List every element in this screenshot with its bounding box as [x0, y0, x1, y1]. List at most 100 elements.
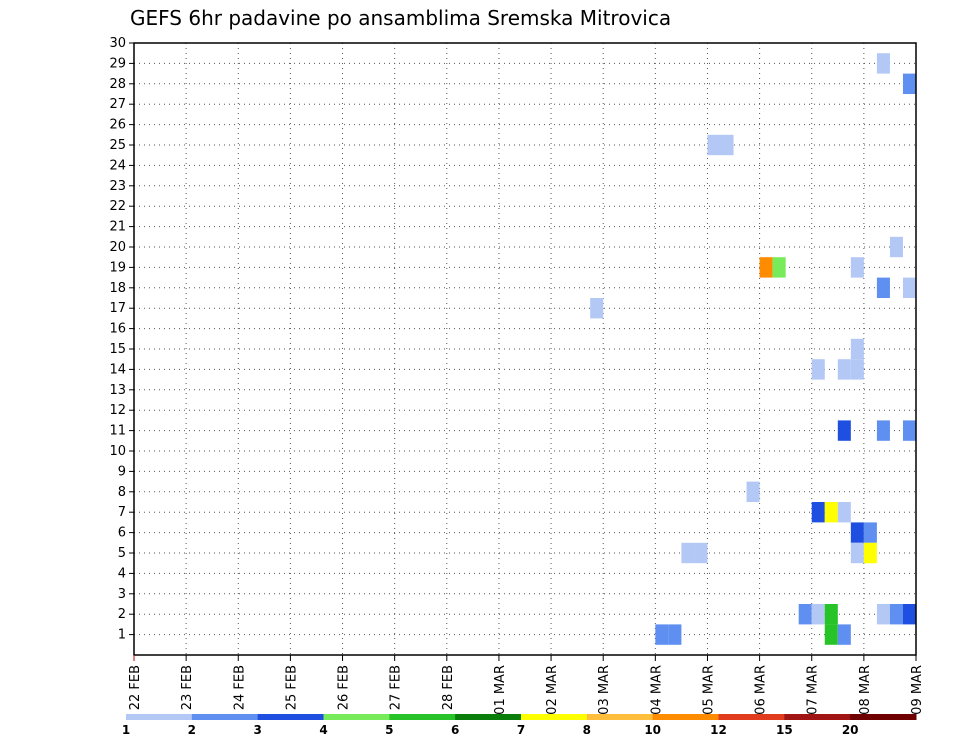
heatmap-cell — [876, 420, 890, 441]
heatmap-cell — [811, 359, 825, 380]
legend-label: 4 — [319, 723, 327, 737]
y-tick-label: 15 — [109, 342, 126, 357]
legend-swatch — [257, 714, 324, 720]
legend-label: 2 — [188, 723, 196, 737]
heatmap-cell — [889, 604, 903, 625]
y-tick-label: 5 — [118, 546, 126, 561]
y-tick-label: 14 — [109, 362, 126, 377]
heatmap-cell — [863, 522, 877, 543]
legend-label: 12 — [710, 723, 727, 737]
legend-swatch — [586, 714, 654, 720]
heatmap-cell — [902, 420, 916, 441]
color-legend: 1 2 3 4 5 6 7 8 10 12 15 20 — [122, 714, 917, 737]
x-tick-label: 26 FEB — [337, 665, 352, 710]
grid-lines — [134, 43, 916, 655]
y-tick-label: 12 — [109, 403, 126, 418]
y-axis: 1234567891011121314151617181920212223242… — [109, 36, 134, 643]
heatmap-cell — [655, 624, 669, 645]
x-tick-label: 07 MAR — [806, 665, 821, 715]
heatmap-cell — [681, 542, 695, 564]
legend-swatch — [389, 714, 456, 720]
y-tick-label: 1 — [118, 628, 126, 643]
legend-label: 15 — [776, 723, 793, 737]
heatmap-cell — [707, 134, 721, 156]
legend-label: 5 — [385, 723, 393, 737]
y-tick-label: 29 — [109, 56, 126, 71]
legend-swatch — [850, 714, 917, 720]
y-tick-label: 3 — [118, 587, 126, 602]
y-tick-label: 13 — [109, 383, 126, 398]
heatmap-cell — [668, 624, 682, 645]
x-tick-label: 09 MAR — [910, 665, 925, 715]
legend-swatch — [191, 714, 259, 720]
legend-swatch — [323, 714, 390, 720]
legend-swatch — [784, 714, 851, 720]
x-tick-label: 28 FEB — [441, 665, 456, 710]
heatmap-cell — [811, 502, 825, 523]
heatmap-cell — [902, 73, 916, 94]
y-tick-label: 25 — [109, 138, 126, 153]
legend-label: 1 — [122, 723, 130, 737]
y-tick-label: 16 — [109, 322, 126, 337]
heatmap-cell — [824, 502, 838, 523]
x-tick-label: 23 FEB — [180, 665, 195, 710]
legend-label: 3 — [253, 723, 261, 737]
legend-label: 7 — [517, 723, 525, 737]
heatmap-cell — [876, 277, 890, 298]
x-tick-label: 22 FEB — [128, 665, 143, 710]
legend-swatch — [652, 714, 719, 720]
y-tick-label: 7 — [118, 505, 126, 520]
heatmap-cell — [824, 624, 838, 645]
heatmap-cell — [850, 338, 864, 360]
chart-title: GEFS 6hr padavine po ansamblima Sremska … — [130, 6, 671, 30]
x-tick-label: 04 MAR — [649, 665, 664, 715]
data-cells — [590, 53, 916, 645]
x-tick-label: 01 MAR — [493, 665, 508, 715]
heatmap-cell — [772, 257, 786, 278]
heatmap-cell — [889, 236, 903, 258]
x-tick-label: 08 MAR — [858, 665, 873, 715]
x-tick-label: 27 FEB — [389, 665, 404, 710]
x-tick-label: 02 MAR — [545, 665, 560, 715]
legend-swatch — [521, 714, 588, 720]
y-tick-label: 24 — [109, 158, 126, 173]
y-tick-label: 26 — [109, 118, 126, 133]
heatmap-cell — [837, 624, 851, 645]
y-tick-label: 20 — [109, 240, 126, 255]
heatmap-cell — [876, 604, 890, 625]
heatmap-cell — [863, 542, 877, 564]
y-tick-label: 4 — [118, 566, 126, 581]
heatmap-cell — [837, 502, 851, 523]
x-tick-label: 03 MAR — [597, 665, 612, 715]
y-tick-label: 21 — [109, 220, 126, 235]
y-tick-label: 8 — [118, 485, 126, 500]
y-tick-label: 18 — [109, 281, 126, 296]
y-tick-label: 23 — [109, 179, 126, 194]
x-tick-label: 05 MAR — [701, 665, 716, 715]
y-tick-label: 30 — [109, 36, 126, 51]
legend-label: 6 — [451, 723, 459, 737]
legend-label: 10 — [644, 723, 661, 737]
y-tick-label: 19 — [109, 260, 126, 275]
heatmap-cell — [824, 604, 838, 625]
heatmap-cell — [850, 359, 864, 380]
heatmap-cell — [902, 604, 916, 625]
x-tick-label: 06 MAR — [754, 665, 769, 715]
heatmap-cell — [720, 134, 734, 156]
heatmap-cell — [798, 604, 812, 625]
y-tick-label: 11 — [109, 424, 126, 439]
heatmap-cell — [590, 298, 604, 319]
x-axis: 22 FEB 23 FEB 24 FEB 25 FEB 26 FEB 27 FEB 28 F… — [128, 655, 925, 715]
legend-swatch — [718, 714, 785, 720]
y-tick-label: 22 — [109, 199, 126, 214]
legend-swatch — [126, 714, 193, 720]
y-tick-label: 2 — [118, 607, 126, 622]
heatmap-cell — [837, 420, 851, 441]
heatmap-cell — [850, 542, 864, 564]
heatmap-cell — [850, 257, 864, 278]
heatmap-cell — [759, 257, 773, 278]
heatmap-cell — [694, 542, 708, 564]
heatmap-cell — [837, 359, 851, 380]
y-tick-label: 9 — [118, 464, 126, 479]
